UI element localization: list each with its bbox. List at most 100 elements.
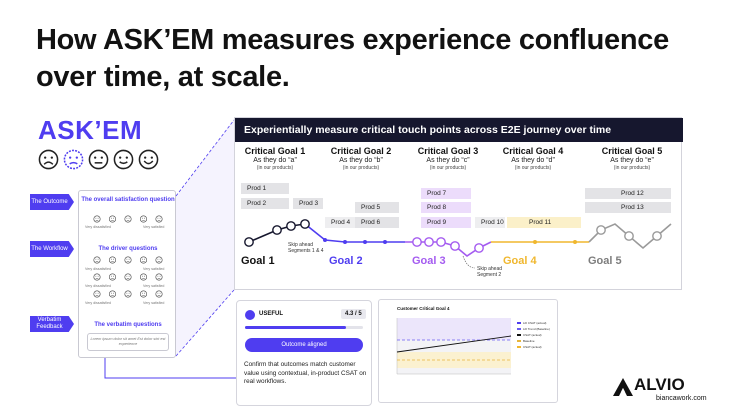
survey-face-option[interactable] <box>155 273 163 281</box>
goal-sub-1: As they do “a” <box>253 157 297 164</box>
survey-face-option[interactable] <box>124 290 132 298</box>
q3-title: The verbatim questions <box>94 322 162 328</box>
goal-sub-5: As they do “e” <box>610 157 654 164</box>
q2-min-label-1: Very dissatisfied <box>85 267 111 271</box>
prod-5: Prod 5 <box>355 202 399 213</box>
survey-face-option[interactable] <box>155 215 163 223</box>
journey-node <box>286 221 296 231</box>
q2-min-label-2: Very dissatisfied <box>85 284 111 288</box>
journey-node <box>300 219 310 229</box>
goal-sub-4: As they do “d” <box>511 157 555 164</box>
survey-face-option[interactable] <box>108 215 116 223</box>
survey-face-option[interactable] <box>93 273 101 281</box>
survey-face-option[interactable] <box>139 273 147 281</box>
goal-header-1: Critical Goal 1 As they do “a” (in our p… <box>235 146 315 171</box>
survey-face-option[interactable] <box>139 256 147 264</box>
q1-title: The overall satisfaction question <box>81 197 175 203</box>
sad-face-icon <box>63 149 84 170</box>
goal-header-2: Critical Goal 2 As they do “b” (in our p… <box>321 146 401 171</box>
journey-node <box>244 237 254 247</box>
goal-label-2: Goal 2 <box>329 255 363 267</box>
prod-4: Prod 4 <box>325 217 355 228</box>
survey-face-option[interactable] <box>139 215 147 223</box>
legend-swatch <box>517 328 521 330</box>
journey-dot <box>383 240 387 244</box>
journey-node <box>596 225 606 235</box>
chart-card: Customer Critical Goal 4 Lift CSAT (actu… <box>378 299 558 403</box>
prod-3: Prod 3 <box>293 198 323 209</box>
verbatim-textarea[interactable]: Lorem ipsum dolor sit amet Est dolor sin… <box>87 333 169 351</box>
prod-12: Prod 12 <box>585 188 671 199</box>
skip-note-2: Skip ahead Segment 2 <box>477 266 503 278</box>
survey-face-option[interactable] <box>108 256 116 264</box>
prod-9: Prod 9 <box>421 217 471 228</box>
journey-node <box>474 243 484 253</box>
q2-max-label-1: Very satisfied <box>143 267 165 271</box>
journey-node <box>424 237 434 247</box>
survey-face-option[interactable] <box>124 273 132 281</box>
goal-label-1: Goal 1 <box>241 255 275 267</box>
q1-min-label: Very dissatisfied <box>85 225 111 229</box>
prod-6: Prod 6 <box>355 217 399 228</box>
very-happy-face-icon <box>138 149 159 170</box>
legend-label: CSAT (actual) <box>523 345 542 349</box>
prod-10: Prod 10 <box>475 217 505 228</box>
outcome-aligned-button[interactable]: Outcome aligned <box>245 338 363 352</box>
journey-node <box>624 231 634 241</box>
useful-score: 4.3 / 5 <box>341 309 366 319</box>
legend-label: Lift CSAT (actual) <box>523 321 546 325</box>
survey-face-option[interactable] <box>124 256 132 264</box>
survey-face-option[interactable] <box>93 215 101 223</box>
q1-max-label: Very satisfied <box>143 225 165 229</box>
survey-face-option[interactable] <box>124 215 132 223</box>
prod-7: Prod 7 <box>421 188 471 199</box>
goal-paren-3: (in our products) <box>429 165 467 171</box>
journey-line <box>304 223 405 243</box>
goal-label-4: Goal 4 <box>503 255 537 267</box>
survey-mockup: The overall satisfaction question Very d… <box>78 190 176 358</box>
score-progress-track <box>245 326 363 329</box>
goal-label-5: Goal 5 <box>588 255 622 267</box>
brand-logo-text: ASK’EM <box>38 115 143 145</box>
journey-path <box>244 219 672 269</box>
neutral-face-icon <box>88 149 109 170</box>
survey-face-option[interactable] <box>155 290 163 298</box>
goal-paren-1: (in our products) <box>256 165 294 171</box>
prod-11: Prod 11 <box>507 217 581 228</box>
journey-node <box>412 237 422 247</box>
goal-title-5: Critical Goal 5 <box>601 146 663 156</box>
prod-8: Prod 8 <box>421 202 471 213</box>
goal-header-4: Critical Goal 4 As they do “d” (in our p… <box>493 146 573 171</box>
survey-face-option[interactable] <box>93 256 101 264</box>
q2-max-label-3: Very satisfied <box>143 301 165 305</box>
target-icon <box>245 310 255 320</box>
alvio-logo-icon <box>613 378 633 396</box>
journey-panel-header: Experientially measure critical touch po… <box>235 118 683 142</box>
goal-title-2: Critical Goal 2 <box>330 146 392 156</box>
q2-min-label-3: Very dissatisfied <box>85 301 111 305</box>
survey-face-option[interactable] <box>108 273 116 281</box>
skip-arrow <box>462 255 476 269</box>
tag-verbatim: Verbatim Feedback <box>30 316 74 332</box>
goal-header-5: Critical Goal 5 As they do “e” (in our p… <box>592 146 672 171</box>
survey-face-option[interactable] <box>108 290 116 298</box>
survey-face-option[interactable] <box>155 256 163 264</box>
legend-label: CSAT (actual) <box>523 333 542 337</box>
survey-face-option[interactable] <box>93 290 101 298</box>
survey-face-rows <box>93 215 163 298</box>
prod-1: Prod 1 <box>241 183 289 194</box>
goal-header-3: Critical Goal 3 As they do “c” (in our p… <box>408 146 488 171</box>
legend-swatch <box>517 346 521 348</box>
chart-plot: Lift CSAT (actual) Lift Trend (Baseline) C… <box>396 318 550 375</box>
alvio-logo: ALVIO <box>634 375 685 394</box>
goal-title-4: Critical Goal 4 <box>502 146 564 156</box>
goal-paren-2: (in our products) <box>342 165 380 171</box>
journey-node <box>450 241 460 251</box>
journey-panel: Experientially measure critical touch po… <box>234 117 683 290</box>
tag-workflow: The Workflow <box>30 241 74 257</box>
prod-2: Prod 2 <box>241 198 289 209</box>
useful-label: USEFUL <box>259 311 283 317</box>
goal-title-1: Critical Goal 1 <box>244 146 306 156</box>
page-title: How ASK’EM measures experience confluenc… <box>36 24 669 93</box>
survey-face-option[interactable] <box>139 290 147 298</box>
